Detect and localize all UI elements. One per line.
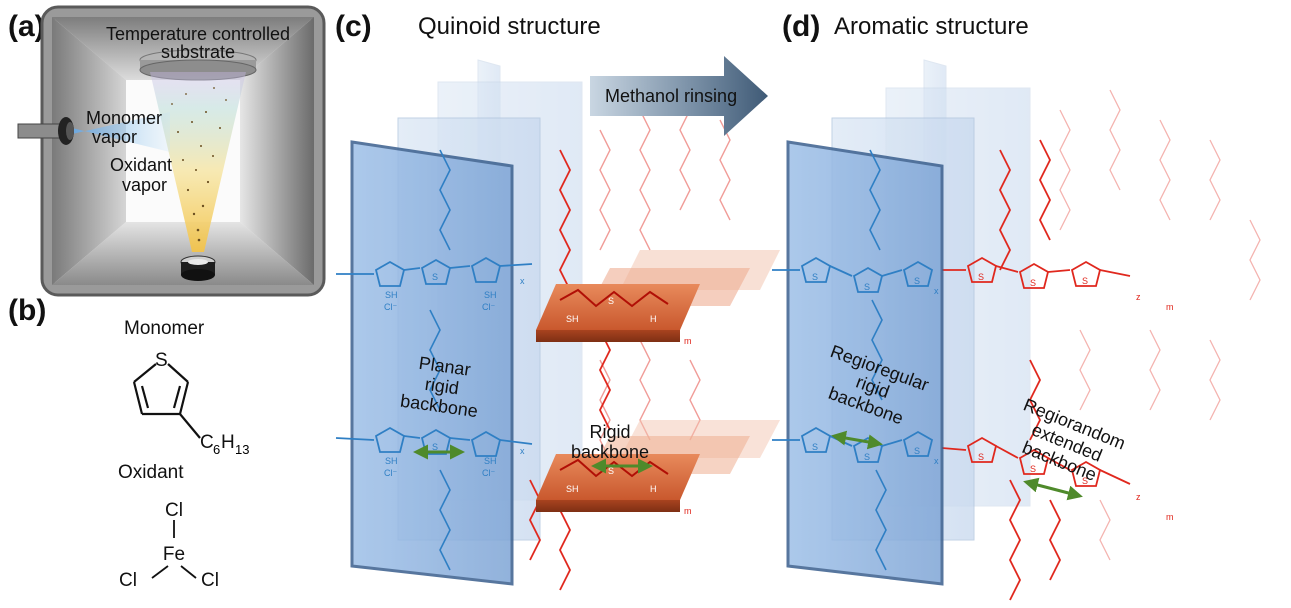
svg-text:z: z — [1136, 492, 1141, 502]
svg-text:SH: SH — [385, 456, 398, 466]
svg-text:S: S — [914, 446, 920, 456]
quinoid-blue-alkyl-chains — [429, 149, 451, 571]
quinoid-front-plate — [350, 140, 514, 586]
svg-text:Cl: Cl — [165, 500, 183, 521]
quinoid-repeat-labels: m m — [684, 336, 692, 516]
methanol-rinsing-arrow: Methanol rinsing — [590, 56, 768, 136]
svg-text:S: S — [978, 452, 984, 462]
aromatic-red-chains-background — [1059, 89, 1261, 561]
svg-text:Cl⁻: Cl⁻ — [482, 302, 495, 312]
svg-text:Cl⁻: Cl⁻ — [384, 468, 397, 478]
quinoid-atom-labels: SH Cl⁻ S SH Cl⁻ SH Cl⁻ S SH Cl⁻ x x — [384, 272, 525, 478]
svg-text:13: 13 — [235, 442, 249, 457]
svg-text:x: x — [934, 456, 939, 466]
monomer-label: Monomer — [124, 318, 205, 339]
oxidant-vapor-plume — [150, 72, 246, 252]
svg-text:S: S — [864, 452, 870, 462]
panel-b-letter: (b) — [8, 294, 46, 327]
aromatic-blue-alkyl-chains — [869, 149, 887, 571]
svg-text:H: H — [650, 484, 657, 494]
svg-text:rigid: rigid — [424, 374, 460, 399]
svg-text:SH: SH — [566, 484, 579, 494]
svg-text:H: H — [221, 432, 235, 453]
fecl3-structure: Cl Fe Cl Cl — [119, 500, 219, 591]
quinoid-slab-bottom — [536, 454, 700, 512]
svg-text:S: S — [608, 296, 614, 306]
svg-text:m: m — [684, 336, 692, 346]
oxidant-crucible — [180, 255, 216, 281]
regioregular-backbone-arrow — [831, 430, 883, 450]
svg-text:x: x — [934, 286, 939, 296]
aromatic-red-atom-labels: S S S S S S z z m m — [978, 272, 1174, 522]
svg-text:Cl⁻: Cl⁻ — [384, 302, 397, 312]
svg-text:m: m — [684, 506, 692, 516]
panel-c-letter: (c) — [335, 10, 372, 43]
svg-text:S: S — [914, 276, 920, 286]
svg-text:SH: SH — [484, 290, 497, 300]
svg-text:H: H — [650, 314, 657, 324]
oxidant-vapor-label-line2: vapor — [122, 175, 167, 195]
monomer-nozzle — [17, 117, 74, 145]
thiophene-sulfur: S — [155, 350, 168, 371]
substrate-label-line1: Temperature controlled — [106, 24, 290, 44]
panel-c: (c) Quinoid structure — [335, 10, 780, 591]
quinoid-slab-top — [536, 284, 700, 342]
svg-text:S: S — [864, 282, 870, 292]
svg-text:SH: SH — [566, 314, 579, 324]
panel-b: (b) Monomer S C 6 H 13 Oxidant Cl Fe — [8, 294, 249, 591]
svg-text:x: x — [520, 446, 525, 456]
rigid-backbone-label-line1: Rigid — [589, 422, 630, 442]
monomer-vapor-jet — [72, 112, 170, 152]
svg-text:z: z — [1136, 292, 1141, 302]
thiophene-structure — [132, 363, 201, 439]
panel-d: (d) Aromatic structure — [772, 10, 1261, 601]
svg-text:S: S — [1082, 476, 1088, 486]
svg-text:x: x — [520, 276, 525, 286]
svg-text:Cl: Cl — [119, 570, 137, 591]
panel-a: (a) — [8, 5, 326, 297]
aromatic-backbone-top — [772, 256, 934, 293]
aromatic-red-chains-front — [998, 139, 1062, 601]
svg-text:Fe: Fe — [163, 544, 185, 565]
svg-text:SH: SH — [484, 456, 497, 466]
svg-text:S: S — [812, 442, 818, 452]
hexyl-side-chain: C 6 H 13 — [200, 432, 249, 457]
oxidant-label: Oxidant — [118, 462, 184, 483]
svg-text:S: S — [1030, 464, 1036, 474]
panel-c-title: Quinoid structure — [418, 13, 601, 40]
aromatic-atom-labels: S S S S S S x x — [812, 272, 939, 466]
monomer-vapor-label-line1: Monomer — [86, 108, 162, 128]
svg-text:S: S — [1030, 278, 1036, 288]
svg-text:S: S — [1082, 276, 1088, 286]
quinoid-backbone-top — [336, 256, 533, 287]
svg-text:m: m — [1166, 512, 1174, 522]
svg-text:S: S — [978, 272, 984, 282]
panel-d-letter: (d) — [782, 10, 820, 43]
monomer-vapor-label-line2: vapor — [92, 127, 137, 147]
rigid-backbone-label-line2: backbone — [571, 442, 649, 462]
svg-text:Cl⁻: Cl⁻ — [482, 468, 495, 478]
aromatic-front-plate — [786, 140, 944, 586]
svg-text:6: 6 — [213, 442, 220, 457]
panel-a-letter: (a) — [8, 10, 45, 43]
regiorandom-backbone-arrow — [1023, 477, 1083, 501]
svg-text:Cl: Cl — [201, 570, 219, 591]
svg-text:S: S — [432, 272, 438, 282]
svg-text:m: m — [1166, 302, 1174, 312]
oxidant-particles — [171, 87, 227, 242]
substrate-label-line2: substrate — [161, 42, 235, 62]
svg-text:S: S — [812, 272, 818, 282]
oxidant-vapor-label-line1: Oxidant — [110, 155, 172, 175]
svg-text:SH: SH — [385, 290, 398, 300]
svg-text:C: C — [200, 432, 214, 453]
aromatic-red-backbone-top — [942, 256, 1131, 289]
methanol-rinsing-label: Methanol rinsing — [605, 86, 737, 106]
panel-d-title: Aromatic structure — [834, 13, 1029, 40]
